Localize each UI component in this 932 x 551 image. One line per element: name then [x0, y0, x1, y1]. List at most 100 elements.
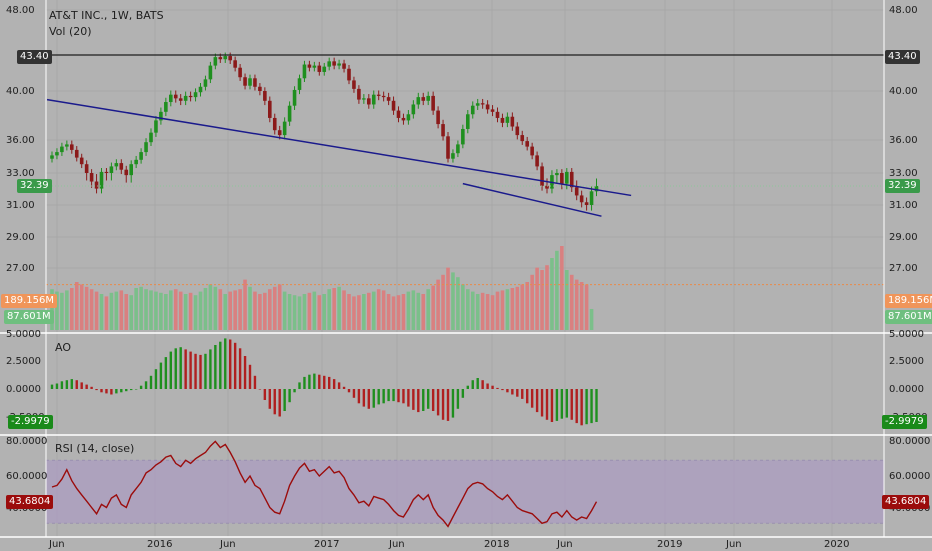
candle-body-36: [228, 56, 232, 61]
volume-bar-30: [198, 291, 203, 330]
volume-bar-70: [396, 295, 401, 330]
volume-bar-27: [183, 294, 188, 330]
candle-body-42: [258, 86, 262, 91]
ao-bar-7: [85, 384, 88, 389]
ao-tick-left-0: 5.0000: [6, 329, 41, 340]
price-tick-left-4: 31.00: [6, 200, 35, 211]
ao-bar-71: [402, 389, 405, 404]
candle-body-93: [510, 116, 515, 127]
ao-bar-109: [590, 389, 593, 424]
volume-bar-31: [203, 288, 208, 330]
volume-bar-102: [555, 250, 559, 330]
ao-bar-18: [139, 385, 143, 389]
price-tick-right-6: 27.00: [889, 263, 918, 274]
volume-bar-97: [530, 274, 534, 330]
volume-bar-11: [104, 296, 109, 330]
volume-bar-3: [65, 290, 69, 330]
ao-bar-35: [224, 338, 227, 389]
volume-bar-15: [124, 294, 129, 330]
ao-bar-29: [194, 353, 197, 389]
candle-body-55: [322, 66, 327, 72]
volume-bar-48: [287, 294, 292, 330]
vol-avg-tag-right: 189.156M: [885, 294, 932, 308]
volume-bar-73: [411, 290, 416, 330]
ao-bar-93: [511, 389, 514, 395]
volume-bar-61: [352, 296, 356, 330]
candle-body-29: [193, 92, 198, 98]
candle-body-47: [282, 121, 287, 136]
ao-bar-86: [476, 378, 479, 389]
candle-body-80: [446, 136, 450, 159]
candle-body-78: [436, 110, 440, 125]
ao-bar-1: [55, 383, 59, 389]
price-tick-left-3: 33.00: [6, 168, 35, 179]
candle-body-102: [555, 173, 559, 176]
candle-body-2: [60, 146, 64, 153]
volume-bar-66: [376, 289, 381, 330]
candle-body-69: [391, 100, 396, 111]
ao-bar-0: [50, 384, 54, 389]
volume-bar-59: [342, 290, 346, 330]
volume-bar-74: [416, 292, 421, 330]
volume-bar-58: [337, 286, 341, 330]
candle-body-88: [485, 104, 490, 110]
ao-bar-76: [427, 389, 430, 409]
candle-body-18: [139, 152, 143, 160]
volume-bar-71: [401, 294, 406, 330]
candle-body-28: [188, 95, 193, 98]
price-tick-right-3: 33.00: [889, 168, 918, 179]
ao-bar-43: [263, 389, 267, 400]
resistance-tag-left: 43.40: [17, 50, 52, 64]
volume-legend[interactable]: Vol (20): [49, 25, 92, 38]
ao-bar-32: [209, 349, 212, 389]
volume-bar-5: [74, 282, 79, 330]
vol-avg-tag-left: 189.156M: [1, 294, 57, 308]
volume-bar-12: [109, 292, 114, 330]
volume-bar-81: [451, 272, 455, 330]
volume-bar-105: [569, 274, 574, 330]
rsi-legend[interactable]: RSI (14, close): [55, 442, 135, 455]
candle-body-94: [515, 126, 520, 136]
ao-bar-38: [238, 348, 242, 389]
ao-bar-98: [535, 389, 539, 413]
volume-bar-77: [431, 285, 435, 330]
candle-body-13: [114, 163, 119, 167]
volume-bar-50: [297, 296, 302, 330]
volume-bar-101: [550, 258, 554, 330]
volume-bars: [46, 246, 884, 330]
volume-bar-13: [114, 291, 119, 330]
candle-body-65: [371, 94, 376, 105]
ao-bar-58: [337, 382, 341, 389]
ao-last-tag-right: -2.9979: [882, 415, 927, 429]
ao-bar-34: [219, 341, 222, 389]
ao-legend[interactable]: AO: [55, 341, 71, 354]
ao-bar-28: [189, 351, 192, 389]
volume-bar-83: [461, 284, 465, 330]
candle-body-39: [243, 77, 247, 86]
candle-body-45: [272, 117, 277, 131]
candle-body-27: [183, 95, 188, 101]
candle-body-104: [565, 171, 569, 184]
ao-bar-39: [243, 356, 247, 389]
ao-bar-83: [461, 389, 465, 398]
ao-bar-67: [382, 389, 385, 404]
ao-bar-40: [248, 364, 252, 389]
candle-body-92: [505, 116, 510, 123]
rsi-last-tag-left: 43.6804: [6, 495, 54, 509]
ao-bar-87: [481, 380, 484, 389]
candle-body-16: [129, 164, 133, 176]
candle-body-25: [173, 94, 178, 99]
ao-bar-42: [258, 389, 262, 390]
ao-bar-36: [229, 339, 232, 389]
ao-bar-64: [367, 389, 370, 409]
volume-bar-89: [490, 295, 495, 330]
ao-bar-56: [328, 376, 331, 389]
symbol-title[interactable]: AT&T INC., 1W, BATS: [49, 9, 164, 22]
candle-body-90: [495, 111, 500, 118]
candle-body-1: [55, 152, 59, 156]
time-tick-3: 2017: [314, 539, 340, 550]
candle-body-89: [490, 109, 495, 112]
candle-body-79: [441, 124, 445, 137]
ao-bar-54: [318, 374, 321, 389]
